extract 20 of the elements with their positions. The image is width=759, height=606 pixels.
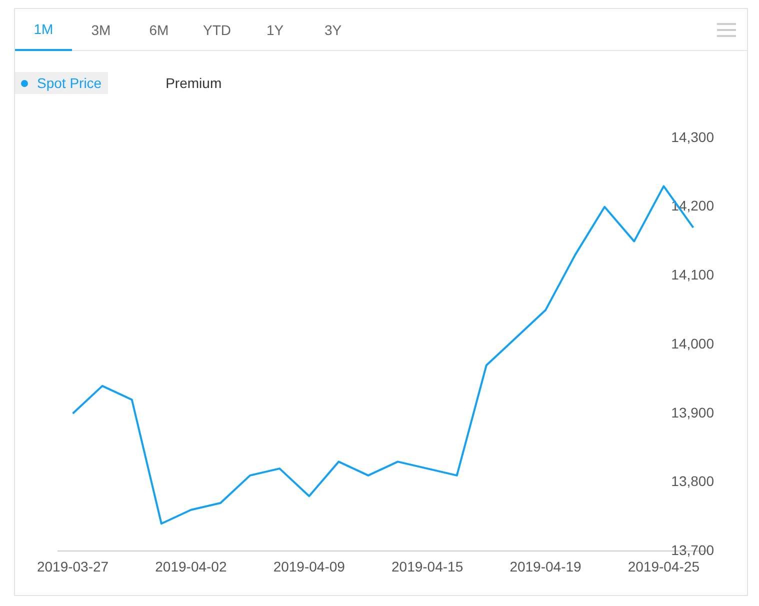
text: YTD <box>202 20 232 40</box>
x-tick-label: 2019-04-19 <box>510 558 582 574</box>
x-tick-label: 2019-04-15 <box>392 558 464 574</box>
y-tick-label: 13,900 <box>671 404 714 420</box>
text: 6M <box>148 20 170 40</box>
text: 1Y <box>265 20 285 40</box>
legend-label: Premium <box>166 75 222 91</box>
x-tick-label: 2019-03-27 <box>36 558 109 574</box>
y-tick-label: 14,000 <box>671 335 714 352</box>
y-tick-label: 13,800 <box>671 473 714 490</box>
legend-label: Spot Price <box>37 75 102 91</box>
y-tick-label: 14,100 <box>671 266 714 283</box>
x-tick-label: 2019-04-25 <box>628 558 700 574</box>
text: 3Y <box>323 20 343 40</box>
y-tick-label: 14,300 <box>671 128 714 145</box>
x-tick-label: 2019-04-09 <box>273 558 346 574</box>
text: 1M <box>15 9 72 51</box>
x-tick-label: 2019-04-02 <box>155 558 227 574</box>
text: 3M <box>90 20 112 40</box>
y-tick-label: 13,700 <box>671 542 714 558</box>
